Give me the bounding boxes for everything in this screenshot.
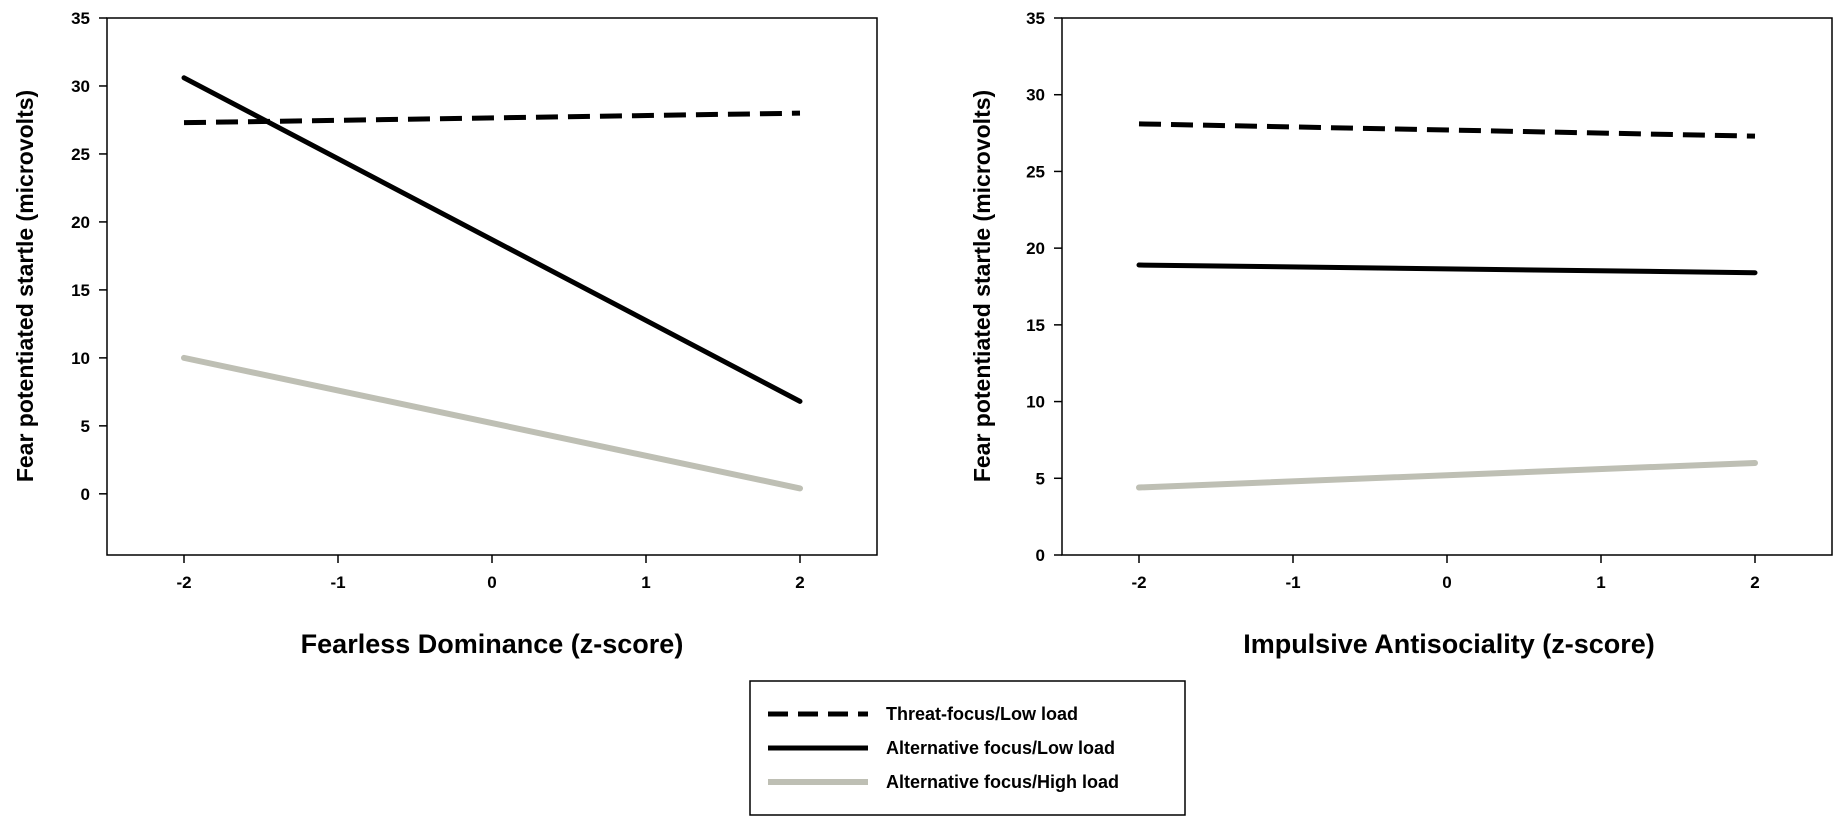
right-x-axis-title: Impulsive Antisociality (z-score) [1243, 629, 1655, 659]
left-x-ticks: -2 -1 0 1 2 [176, 555, 805, 592]
left-y-tick-label: 20 [71, 213, 90, 232]
right-y-tick-label: 30 [1026, 86, 1045, 105]
left-y-tick-label: 30 [71, 77, 90, 96]
left-y-tick-label: 0 [81, 485, 90, 504]
right-y-tick-label: 0 [1036, 546, 1045, 565]
right-y-tick-label: 15 [1026, 316, 1045, 335]
left-x-tick-label: -1 [330, 573, 345, 592]
right-x-tick-label: 1 [1596, 573, 1605, 592]
right-series-lines [1136, 121, 1758, 491]
legend-label-alternative-low: Alternative focus/Low load [886, 738, 1115, 758]
left-x-tick-label: 2 [795, 573, 804, 592]
right-series-line-alternative-low [1136, 262, 1758, 276]
legend: Threat-focus/Low load Alternative focus/… [749, 680, 1186, 816]
left-series-lines [181, 75, 803, 492]
legend-label-threat-low: Threat-focus/Low load [886, 704, 1078, 724]
left-x-tick-label: 0 [487, 573, 496, 592]
right-series-line-threat-low [1138, 121, 1756, 139]
right-x-tick-label: 2 [1750, 573, 1759, 592]
right-x-tick-label: -2 [1131, 573, 1146, 592]
right-y-tick-label: 25 [1026, 162, 1045, 181]
right-x-tick-label: -1 [1285, 573, 1300, 592]
right-y-tick-label: 35 [1026, 9, 1045, 28]
left-y-tick-label: 15 [71, 281, 90, 300]
right-y-ticks: 0 5 10 15 20 25 30 35 [1026, 9, 1062, 565]
left-y-tick-label: 5 [81, 417, 90, 436]
right-y-axis-title: Fear potentiated startle (microvolts) [969, 90, 995, 482]
left-y-tick-label: 35 [71, 9, 90, 28]
left-x-tick-label: -2 [176, 573, 191, 592]
left-x-tick-label: 1 [641, 573, 650, 592]
left-series-line-alternative-low [181, 75, 803, 404]
right-y-tick-label: 10 [1026, 393, 1045, 412]
left-y-axis-title: Fear potentiated startle (microvolts) [12, 90, 38, 482]
legend-label-alternative-high: Alternative focus/High load [886, 772, 1119, 792]
right-x-tick-label: 0 [1442, 573, 1451, 592]
left-series-line-alternative-high [181, 354, 803, 492]
right-x-ticks: -2 -1 0 1 2 [1131, 555, 1760, 592]
left-chart-panel: 0 5 10 15 20 25 30 35 -2 -1 0 1 2 Fear potentiated … [12, 9, 878, 659]
left-x-axis-title: Fearless Dominance (z-score) [301, 629, 684, 659]
right-chart-panel: 0 5 10 15 20 25 30 35 -2 -1 0 1 2 Fear potentiated … [969, 9, 1833, 659]
left-y-tick-label: 25 [71, 145, 90, 164]
right-series-line-alternative-high [1136, 459, 1758, 491]
left-y-ticks: 0 5 10 15 20 25 30 35 [71, 9, 107, 504]
right-y-tick-label: 5 [1036, 469, 1045, 488]
left-y-tick-label: 10 [71, 349, 90, 368]
right-y-tick-label: 20 [1026, 239, 1045, 258]
left-series-line-threat-low [183, 110, 801, 126]
